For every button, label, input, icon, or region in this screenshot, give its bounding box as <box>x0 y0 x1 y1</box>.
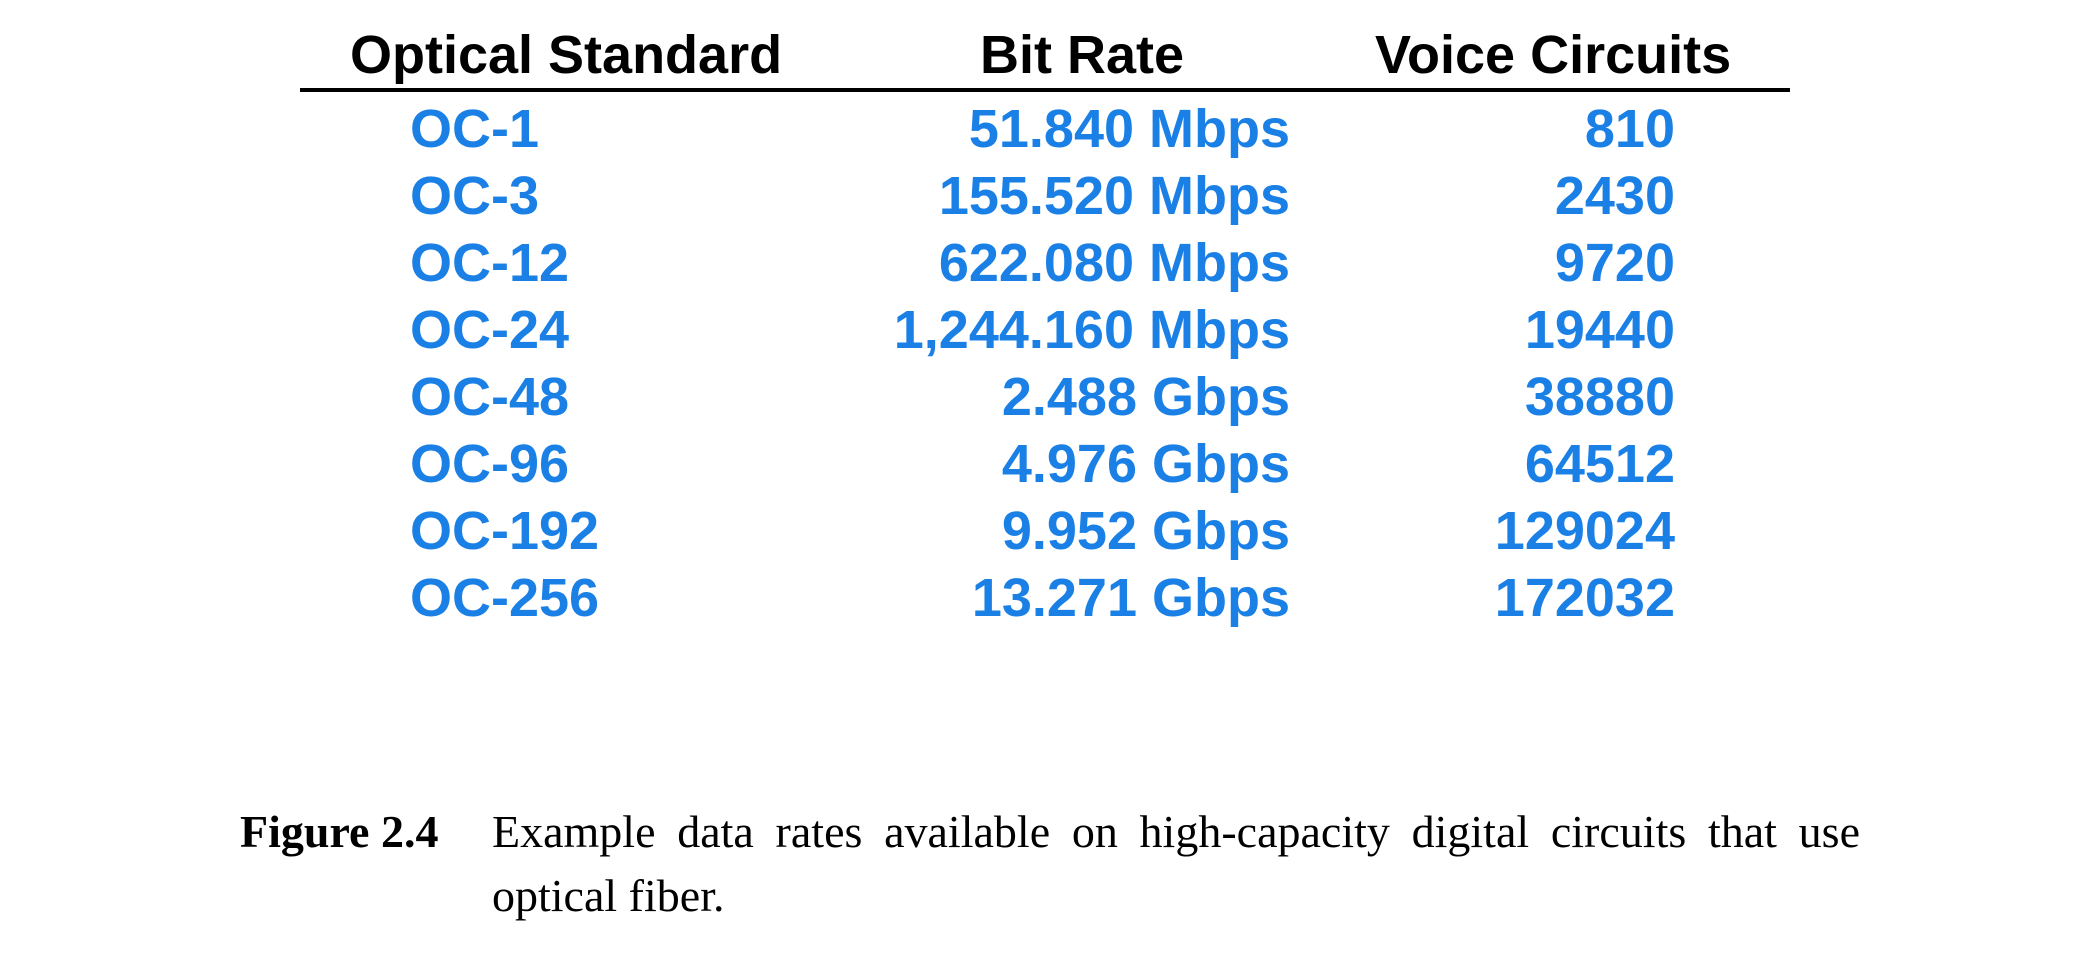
cell-voice-circuits: 172032 <box>1494 568 1675 628</box>
cell-bit-rate: 51.840 Mbps <box>968 99 1290 159</box>
cell-voice-circuits: 64512 <box>1524 434 1675 494</box>
table-row: OC-3 155.520 Mbps 2430 <box>300 163 1790 230</box>
cell-bit-rate: 13.271 Gbps <box>971 568 1290 628</box>
cell-bit-rate: 1,244.160 Mbps <box>893 300 1290 360</box>
table-row: OC-256 13.271 Gbps 172032 <box>300 565 1790 632</box>
table-row: OC-192 9.952 Gbps 129024 <box>300 498 1790 565</box>
data-rate-table: Optical Standard Bit Rate Voice Circuits… <box>300 18 1790 632</box>
table-row: OC-12 622.080 Mbps 9720 <box>300 230 1790 297</box>
cell-bit-rate: 4.976 Gbps <box>1001 434 1290 494</box>
cell-optical-standard: OC-24 <box>410 300 570 360</box>
cell-voice-circuits: 129024 <box>1494 501 1675 561</box>
cell-bit-rate: 155.520 Mbps <box>938 166 1290 226</box>
cell-optical-standard: OC-3 <box>410 166 540 226</box>
cell-voice-circuits: 9720 <box>1554 233 1675 293</box>
header-bit-rate: Bit Rate <box>980 25 1185 85</box>
cell-optical-standard: OC-12 <box>410 233 570 293</box>
table-body: OC-1 51.840 Mbps 810 OC-3 155.520 Mbps 2430 OC… <box>300 96 1790 632</box>
table-row: OC-1 51.840 Mbps 810 <box>300 96 1790 163</box>
caption-text: Example data rates available on high-cap… <box>492 806 1860 921</box>
cell-optical-standard: OC-256 <box>410 568 600 628</box>
cell-voice-circuits: 38880 <box>1524 367 1675 427</box>
cell-optical-standard: OC-48 <box>410 367 570 427</box>
cell-voice-circuits: 810 <box>1584 99 1675 159</box>
table-row: OC-48 2.488 Gbps 38880 <box>300 364 1790 431</box>
cell-bit-rate: 9.952 Gbps <box>1001 501 1290 561</box>
caption-label: Figure 2.4 <box>240 806 439 857</box>
cell-bit-rate: 622.080 Mbps <box>938 233 1290 293</box>
cell-optical-standard: OC-192 <box>410 501 600 561</box>
figure-caption: Figure 2.4 Example data rates available … <box>240 800 1860 928</box>
cell-bit-rate: 2.488 Gbps <box>1001 367 1290 427</box>
cell-optical-standard: OC-96 <box>410 434 570 494</box>
header-optical-standard: Optical Standard <box>350 25 783 85</box>
cell-voice-circuits: 19440 <box>1524 300 1675 360</box>
cell-voice-circuits: 2430 <box>1554 166 1675 226</box>
table-header-row: Optical Standard Bit Rate Voice Circuits <box>300 18 1790 92</box>
cell-optical-standard: OC-1 <box>410 99 540 159</box>
table-row: OC-96 4.976 Gbps 64512 <box>300 431 1790 498</box>
header-voice-circuits: Voice Circuits <box>1375 25 1732 85</box>
table-row: OC-24 1,244.160 Mbps 19440 <box>300 297 1790 364</box>
